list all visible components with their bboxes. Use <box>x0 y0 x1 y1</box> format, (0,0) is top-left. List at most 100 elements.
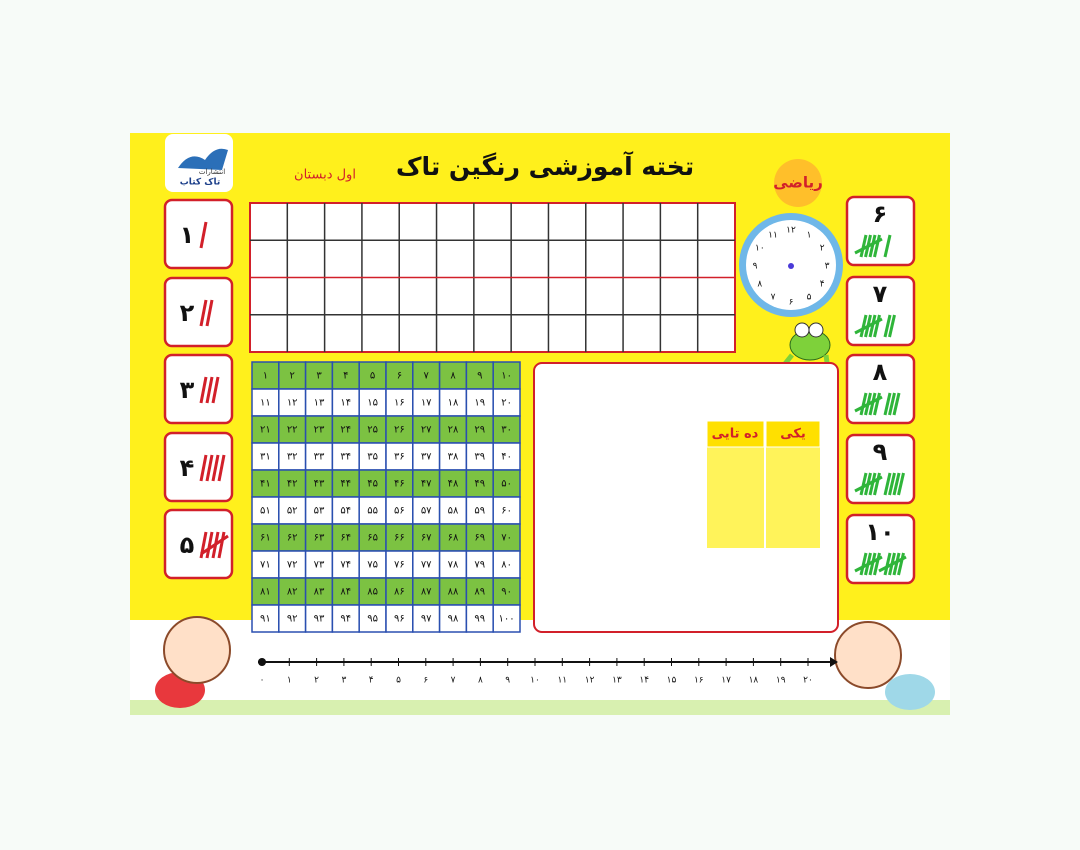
hundred-cell <box>385 577 414 606</box>
tally-mark <box>868 392 877 416</box>
hundred-cell <box>438 604 468 633</box>
number-line-label: ۹ <box>505 676 510 686</box>
hundred-number: ۴۹ <box>474 479 485 490</box>
hundred-number: ۱۳ <box>314 398 325 409</box>
tens-label: ده تایی <box>712 427 759 442</box>
grade: اول دبستان <box>294 168 356 183</box>
hundred-cell <box>385 442 414 471</box>
hundred-number: ۷۹ <box>474 560 485 571</box>
hundred-number: ۱۶ <box>394 398 405 409</box>
tally-mark <box>859 314 868 338</box>
hundred-number: ۷۲ <box>287 560 298 571</box>
hundred-number: ۹ <box>477 371 482 382</box>
clock-number: ۷ <box>771 293 776 303</box>
hundred-number: ۱ <box>263 371 268 382</box>
tally-mark <box>873 472 881 496</box>
hundred-cell <box>492 604 521 633</box>
subject-badge <box>774 159 822 207</box>
tally-digit: ۶ <box>873 200 888 228</box>
hundred-number: ۲۲ <box>287 425 298 436</box>
hundred-number: ۵۹ <box>474 506 485 517</box>
hundred-number: ۸ <box>450 371 456 382</box>
tally-mark <box>199 299 208 327</box>
hundred-cell <box>412 442 441 471</box>
hundred-number: ۹۴ <box>340 614 351 625</box>
hundred-number: ۹۸ <box>448 614 459 625</box>
hundred-number: ۶۶ <box>394 533 405 544</box>
hundred-number: ۵۶ <box>394 506 405 517</box>
hundred-number: ۶۷ <box>421 533 432 544</box>
hundred-cell <box>385 496 414 525</box>
number-line-label: ۴ <box>369 676 374 686</box>
hundred-number: ۶۹ <box>474 533 485 544</box>
clock-number: ۸ <box>757 280 762 290</box>
hundred-cell <box>304 604 334 633</box>
tally-digit: ۹ <box>873 438 888 466</box>
hundred-number: ۷۴ <box>340 560 351 571</box>
tally-mark <box>859 472 868 496</box>
hundred-number: ۱۲ <box>287 398 298 409</box>
hundred-number: ۶۱ <box>260 533 271 544</box>
hundred-number: ۴۷ <box>421 479 432 490</box>
hundred-cell <box>251 496 280 525</box>
hundred-number: ۳ <box>316 371 322 382</box>
hundred-cell <box>251 523 280 552</box>
tally-mark <box>897 472 905 496</box>
number-line-label: ۶ <box>423 676 428 686</box>
number-line-label: ۱ <box>287 676 292 686</box>
tally-mark <box>873 234 881 258</box>
hundred-cell <box>492 523 521 552</box>
number-line-label: ۱۶ <box>694 676 704 686</box>
tally-digit: ۴ <box>180 454 195 482</box>
hundred-cell <box>385 469 414 498</box>
number-line-label: ۱۳ <box>612 676 622 686</box>
hundred-cell <box>438 550 468 579</box>
tally-mark <box>205 376 214 404</box>
flowers <box>130 700 950 715</box>
hundred-cell <box>278 604 307 633</box>
hundred-cell <box>492 577 521 606</box>
tally-strike <box>854 395 883 413</box>
hundred-number: ۹۲ <box>287 614 298 625</box>
tally-mark <box>217 454 226 482</box>
logo-icon <box>178 148 228 170</box>
tally-mark <box>868 472 877 496</box>
hundred-cell <box>251 361 280 390</box>
tally-strike <box>854 317 883 335</box>
hundred-cell <box>304 442 334 471</box>
number-line-label: ۱۴ <box>639 676 649 686</box>
number-line-label: ۰ <box>260 676 265 686</box>
hundred-number: ۵۷ <box>421 506 432 517</box>
hundred-number: ۲ <box>290 371 295 382</box>
hundred-number: ۷۶ <box>394 560 405 571</box>
hundred-number: ۴۱ <box>260 479 271 490</box>
hundred-cell <box>304 550 334 579</box>
tally-card <box>163 431 234 503</box>
hundred-number: ۵۱ <box>260 506 271 517</box>
hundred-number: ۳۸ <box>448 452 459 463</box>
hundred-cell <box>304 523 334 552</box>
hundred-number: ۸۷ <box>421 587 432 598</box>
hundred-number: ۶۴ <box>340 533 351 544</box>
hundred-number: ۷۳ <box>314 560 325 571</box>
clock-number: ۱۱ <box>768 230 778 240</box>
tally-card <box>163 508 234 580</box>
hundred-number: ۷۱ <box>260 560 271 571</box>
hundred-cell <box>465 361 494 390</box>
hundred-cell <box>492 496 521 525</box>
logo-brand: تاک کتاب <box>180 178 220 188</box>
hundred-number: ۲۳ <box>314 425 325 436</box>
hundred-number: ۸۳ <box>314 587 325 598</box>
clock-number: ۲ <box>820 244 825 254</box>
hundred-number: ۸۰ <box>501 560 512 571</box>
hundred-number: ۸۲ <box>287 587 298 598</box>
hundred-number: ۳۹ <box>474 452 485 463</box>
hundred-number: ۶۵ <box>367 533 378 544</box>
hundred-cell <box>251 550 280 579</box>
hundred-number: ۳۵ <box>367 452 378 463</box>
number-line-arrow <box>830 657 838 667</box>
clock-number: ۱۰ <box>755 244 765 254</box>
hundred-number: ۹۳ <box>314 614 325 625</box>
hundred-cell <box>251 577 280 606</box>
